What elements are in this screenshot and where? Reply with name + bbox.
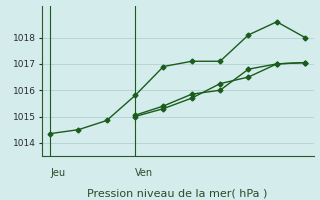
Text: Jeu: Jeu <box>50 168 65 178</box>
Text: Ven: Ven <box>135 168 153 178</box>
Text: Pression niveau de la mer( hPa ): Pression niveau de la mer( hPa ) <box>87 189 268 199</box>
